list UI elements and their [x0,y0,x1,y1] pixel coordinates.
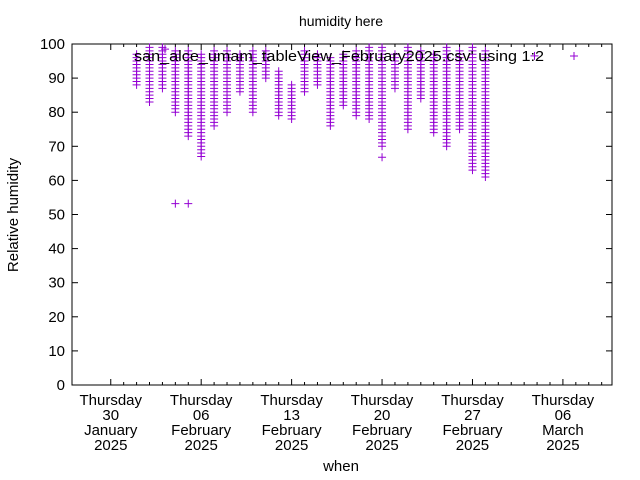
x-tick-label: Thursday [170,392,233,409]
data-point [442,43,451,52]
legend-marker [570,52,578,60]
y-tick-label: 80 [48,104,65,121]
x-tick-label: 27 [464,407,481,424]
data-point [339,50,348,59]
data-point [378,43,387,52]
data-point [530,51,539,60]
x-tick-label: Thursday [441,392,504,409]
x-tick-label: 06 [555,407,572,424]
data-point [352,46,361,55]
data-point [132,50,141,59]
x-tick-label: 30 [102,407,119,424]
data-point [313,50,322,59]
data-point [184,199,193,208]
data-point [455,46,464,55]
y-tick-label: 20 [48,309,65,326]
x-tick-label: 20 [374,407,391,424]
data-point [248,46,257,55]
data-point [261,46,270,55]
y-tick-label: 70 [48,138,65,155]
data-point [365,43,374,52]
x-tick-label: Thursday [351,392,414,409]
data-point [481,46,490,55]
y-tick-label: 10 [48,343,65,360]
data-point [145,43,154,52]
data-point [171,46,180,55]
x-tick-label: February [352,422,413,439]
x-axis: Thursday30January2025Thursday06February2… [79,44,603,454]
y-tick-label: 60 [48,172,65,189]
data-point [210,46,219,55]
y-tick-label: 0 [57,377,65,394]
y-axis-label: Relative humidity [5,157,22,272]
x-tick-label: 2025 [275,437,308,454]
x-tick-label: Thursday [79,392,142,409]
chart-title: humidity here [299,13,383,29]
data-point [403,43,412,52]
data-point [287,80,296,89]
y-tick-label: 50 [48,207,65,224]
x-tick-label: 2025 [184,437,217,454]
data-point [326,53,335,62]
data-point [300,46,309,55]
y-tick-label: 30 [48,275,65,292]
legend-label: san_alce_umam_tableView_February2025.csv… [134,48,544,65]
x-tick-label: 2025 [456,437,489,454]
legend-marker-glyph [570,52,578,60]
x-tick-label: January [84,422,138,439]
x-tick-label: March [542,422,584,439]
data-point [390,50,399,59]
y-tick-label: 100 [40,36,65,53]
legend: san_alce_umam_tableView_February2025.csv… [134,48,578,65]
x-tick-label: February [262,422,323,439]
data-point [223,46,232,55]
data-point [235,50,244,59]
data-point [416,46,425,55]
data-point [161,45,170,54]
x-tick-label: 13 [283,407,300,424]
data-point [468,43,477,52]
y-tick-label: 40 [48,241,65,258]
data-point [197,50,206,59]
x-tick-label: 2025 [365,437,398,454]
data-point [171,199,180,208]
y-axis: 0 10 20 30 40 50 60 70 80 90 100 [40,36,612,394]
x-axis-label: when [322,458,359,475]
x-tick-label: February [171,422,232,439]
data-points [132,43,539,208]
data-point [274,67,283,76]
data-point [429,50,438,59]
x-tick-label: Thursday [260,392,323,409]
x-tick-label: Thursday [532,392,595,409]
x-tick-label: 2025 [94,437,127,454]
data-point [184,46,193,55]
x-tick-label: February [442,422,503,439]
x-tick-label: 2025 [546,437,579,454]
x-tick-label: 06 [193,407,210,424]
y-tick-label: 90 [48,70,65,87]
data-point [378,153,387,162]
